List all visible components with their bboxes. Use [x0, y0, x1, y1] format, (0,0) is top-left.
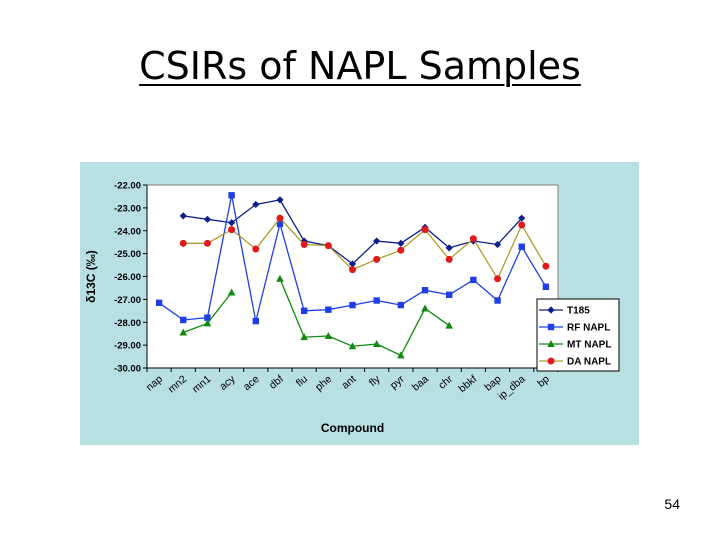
- data-point: [445, 244, 453, 252]
- data-point: [518, 243, 525, 250]
- data-point: [518, 214, 526, 222]
- y-axis-title: δ13C (‰): [84, 250, 98, 303]
- series-rf-napl: [155, 192, 550, 325]
- data-point: [325, 306, 332, 313]
- data-point: [228, 192, 235, 199]
- legend-item: MT NAPL: [539, 340, 611, 351]
- y-axis: -22.00 -23.00 -24.00 -25.00 -26.00 -27.00 -28.…: [114, 181, 148, 375]
- x-axis-title: Compound: [321, 421, 384, 435]
- y-tick-label: -25.00: [114, 249, 141, 260]
- data-point: [324, 242, 332, 250]
- series-da-napl: [179, 214, 550, 283]
- y-tick-label: -23.00: [114, 203, 141, 214]
- series-line: [279, 278, 450, 357]
- data-point: [469, 235, 477, 243]
- data-point: [252, 200, 260, 209]
- data-point: [397, 351, 405, 359]
- data-point: [518, 221, 526, 229]
- legend-label: DA NAPL: [567, 357, 611, 368]
- data-point: [228, 219, 236, 227]
- legend-label: RF NAPL: [567, 323, 610, 334]
- data-point: [252, 317, 259, 325]
- data-point: [349, 301, 356, 309]
- data-point: [276, 274, 284, 282]
- data-point: [542, 283, 550, 290]
- data-point: [445, 321, 454, 329]
- data-point: [180, 316, 187, 324]
- data-point: [276, 214, 284, 222]
- data-point: [373, 255, 381, 263]
- legend-marker: [547, 323, 555, 331]
- legend-item: DA NAPL: [539, 357, 611, 368]
- data-point: [300, 240, 308, 248]
- legend-marker: [547, 340, 555, 347]
- data-point: [445, 255, 453, 263]
- data-point: [276, 196, 284, 204]
- y-tick-label: -27.00: [114, 295, 141, 306]
- y-tick-label: -30.00: [114, 364, 141, 375]
- legend-item: T185: [539, 306, 590, 317]
- series-layer: [155, 192, 550, 359]
- legend-label: T185: [567, 306, 590, 317]
- slide-title: CSIRs of NAPL Samples: [0, 44, 720, 88]
- y-tick-label: -29.00: [114, 341, 141, 352]
- data-point: [203, 319, 212, 327]
- data-point: [203, 215, 212, 223]
- data-point: [421, 304, 429, 312]
- data-point: [421, 287, 429, 294]
- y-tick-label: -26.00: [114, 272, 141, 283]
- y-tick-label: -22.00: [114, 181, 141, 192]
- data-point: [155, 299, 163, 307]
- legend-marker: [547, 357, 555, 365]
- slide-title-text: CSIRs of NAPL Samples: [139, 44, 581, 88]
- data-point: [397, 301, 405, 309]
- data-point: [348, 342, 357, 350]
- data-point: [227, 288, 236, 296]
- data-point: [203, 239, 211, 247]
- series-mt-napl: [179, 274, 454, 359]
- data-point: [542, 262, 550, 270]
- data-point: [373, 297, 380, 304]
- y-tick-label: -28.00: [114, 318, 141, 329]
- data-point: [228, 226, 236, 234]
- data-point: [421, 226, 429, 234]
- data-point: [494, 297, 501, 304]
- data-point: [446, 291, 453, 298]
- data-point: [373, 237, 381, 245]
- data-point: [372, 339, 381, 347]
- page-number: 54: [664, 496, 680, 512]
- data-point: [179, 239, 187, 247]
- legend-item: RF NAPL: [539, 323, 610, 334]
- data-point: [470, 276, 477, 284]
- chart: -22.00 -23.00 -24.00 -25.00 -26.00 -27.00 -28.…: [80, 162, 639, 445]
- data-point: [204, 314, 211, 321]
- data-point: [397, 246, 405, 254]
- legend-marker: [547, 306, 555, 314]
- data-point: [348, 260, 357, 268]
- data-point: [179, 212, 187, 220]
- data-point: [300, 333, 308, 341]
- data-point: [494, 275, 502, 283]
- data-point: [179, 328, 188, 336]
- legend-label: MT NAPL: [567, 340, 611, 351]
- chart-panel: -22.00 -23.00 -24.00 -25.00 -26.00 -27.00 -28.…: [80, 162, 639, 445]
- data-point: [349, 266, 356, 274]
- data-point: [252, 245, 260, 253]
- data-point: [324, 331, 333, 339]
- y-tick-label: -24.00: [114, 226, 141, 237]
- series-line: [183, 217, 547, 281]
- legend: T185 RF NAPL MT NAPL DA NAPL: [536, 298, 620, 372]
- data-point: [276, 220, 284, 228]
- data-point: [300, 307, 308, 315]
- data-point: [493, 240, 502, 249]
- data-point: [397, 239, 405, 247]
